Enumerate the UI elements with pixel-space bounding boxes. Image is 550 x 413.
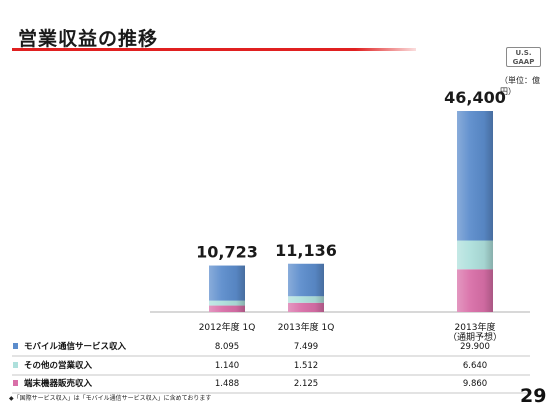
unit-label: （単位：億円） [500,76,540,96]
legend-label-1: モバイル通信サービス収入 [24,341,127,352]
table-cell-2-1: 1.140 [215,361,239,371]
legend-swatch-3 [13,380,18,386]
legend-swatch-2 [13,362,18,368]
period-label-3: 2013年度 [455,321,496,333]
total-label-1: 10,723 [196,243,258,262]
legend-label-3: 端末機器販売収入 [24,378,93,389]
legend-swatch-1 [13,343,18,349]
table-cell-1-1: 8.095 [215,342,239,352]
total-label-2: 11,136 [275,241,337,260]
gaap-badge-line2: GAAP [512,58,535,66]
bar-shading-2 [288,263,324,312]
footnote: ◆「国際サービス収入」は「モバイル通信サービス収入」に含めております [9,395,212,402]
table-cell-2-2: 1.512 [294,361,318,371]
gaap-badge: U.S. GAAP [506,47,541,67]
table-cell-2-3: 6.640 [463,361,487,371]
period-label-1: 2012年度 1Q [199,321,256,333]
bar-shading-3 [457,111,493,312]
gaap-badge-line1: U.S. [515,49,532,57]
legend-label-2: その他の営業収入 [24,360,93,371]
page-number: 29 [520,385,547,407]
table-cell-1-2: 7.499 [294,342,318,352]
table-cell-3-3: 9.860 [463,379,487,389]
page-title: 営業収益の推移 [18,28,159,50]
total-label-3: 46,400 [444,88,506,107]
table-cell-3-1: 1.488 [215,379,239,389]
period-label-2: 2013年度 1Q [278,321,335,333]
period-label-3: （通期予想） [448,331,502,343]
title-underline [12,48,416,51]
table-cell-1-3: 29.900 [460,342,490,352]
table-cell-3-2: 2.125 [294,379,318,389]
bar-shading-1 [209,265,245,312]
